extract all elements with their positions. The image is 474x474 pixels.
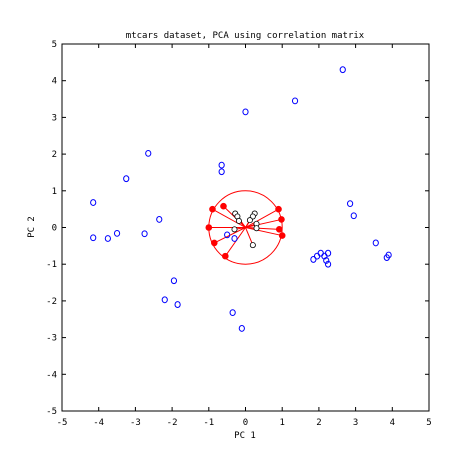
score-point	[350, 212, 357, 220]
y-tick-label: -5	[46, 407, 57, 417]
score-point	[145, 149, 152, 157]
score-point	[113, 229, 121, 237]
score-point	[218, 161, 225, 169]
loading-point-filled	[275, 226, 283, 233]
x-tick-label: -3	[130, 418, 141, 428]
x-tick-label: 0	[243, 418, 248, 428]
y-tick-label: 5	[52, 40, 57, 50]
loading-point-open	[231, 226, 238, 233]
score-point	[104, 235, 111, 242]
score-point	[372, 239, 379, 247]
loading-point-open	[235, 217, 242, 224]
y-tick-label: 2	[52, 150, 57, 160]
score-point	[339, 66, 346, 74]
score-point	[323, 257, 330, 264]
loadings-group	[205, 202, 286, 260]
x-tick-label: 4	[390, 418, 395, 428]
loading-vector	[245, 208, 279, 228]
score-point	[291, 97, 299, 105]
score-point	[90, 234, 97, 242]
loading-point-filled	[278, 216, 285, 223]
x-tick-label: -2	[167, 418, 178, 428]
score-point	[242, 108, 249, 116]
score-point	[238, 325, 245, 332]
score-point	[224, 231, 231, 239]
x-tick-label: -4	[93, 418, 104, 428]
score-point	[385, 251, 392, 259]
loading-point-filled	[275, 205, 282, 213]
y-tick-label: 3	[52, 113, 57, 123]
y-tick-label: 0	[52, 224, 57, 234]
x-tick-label: -5	[57, 418, 68, 428]
scores-group	[90, 66, 392, 332]
score-point	[170, 277, 178, 285]
loading-point-filled	[209, 205, 216, 213]
loading-point-filled	[220, 202, 227, 210]
y-tick-label: -3	[46, 334, 57, 344]
loading-vector	[212, 208, 246, 228]
score-point	[174, 301, 181, 308]
x-tick-label: 3	[353, 418, 358, 428]
score-point	[123, 175, 130, 183]
score-point	[310, 256, 317, 263]
loading-vector	[245, 227, 254, 246]
loading-point-filled	[222, 252, 229, 260]
y-tick-label: -1	[46, 260, 57, 270]
y-axis-label: PC 2	[27, 216, 37, 238]
axis-tick-labels: -5 -4 -3 -2 -1 0 1 2 3 4 5 -5 -4 -3 -2 -1 0 1 2 3 4 5	[46, 40, 432, 428]
axis-ticks	[61, 43, 430, 412]
score-point	[229, 309, 236, 317]
score-point	[90, 199, 97, 206]
y-tick-label: -4	[46, 370, 57, 380]
loading-point-filled	[205, 224, 213, 231]
score-point	[156, 216, 163, 223]
x-tick-label: 1	[279, 418, 284, 428]
score-point	[324, 260, 332, 268]
chart-title: mtcars dataset, PCA using correlation ma…	[126, 31, 365, 41]
loading-point-open	[246, 217, 253, 224]
loading-point-open	[249, 242, 256, 249]
loading-vector	[245, 227, 283, 237]
x-axis-label: PC 1	[234, 431, 256, 441]
loading-point-filled	[211, 239, 218, 247]
x-tick-label: 5	[426, 418, 431, 428]
y-tick-label: 1	[52, 187, 57, 197]
score-point	[218, 168, 225, 176]
x-tick-label: -1	[203, 418, 214, 428]
score-point	[231, 235, 238, 242]
score-point	[141, 230, 148, 238]
loading-point-open	[253, 225, 260, 232]
x-tick-label: 2	[316, 418, 321, 428]
score-point	[324, 249, 332, 257]
loading-vector	[245, 218, 282, 228]
loading-point-filled	[278, 232, 286, 239]
score-point	[346, 200, 354, 208]
y-tick-label: 4	[52, 77, 57, 87]
y-tick-label: -2	[46, 297, 57, 307]
score-point	[161, 296, 168, 304]
